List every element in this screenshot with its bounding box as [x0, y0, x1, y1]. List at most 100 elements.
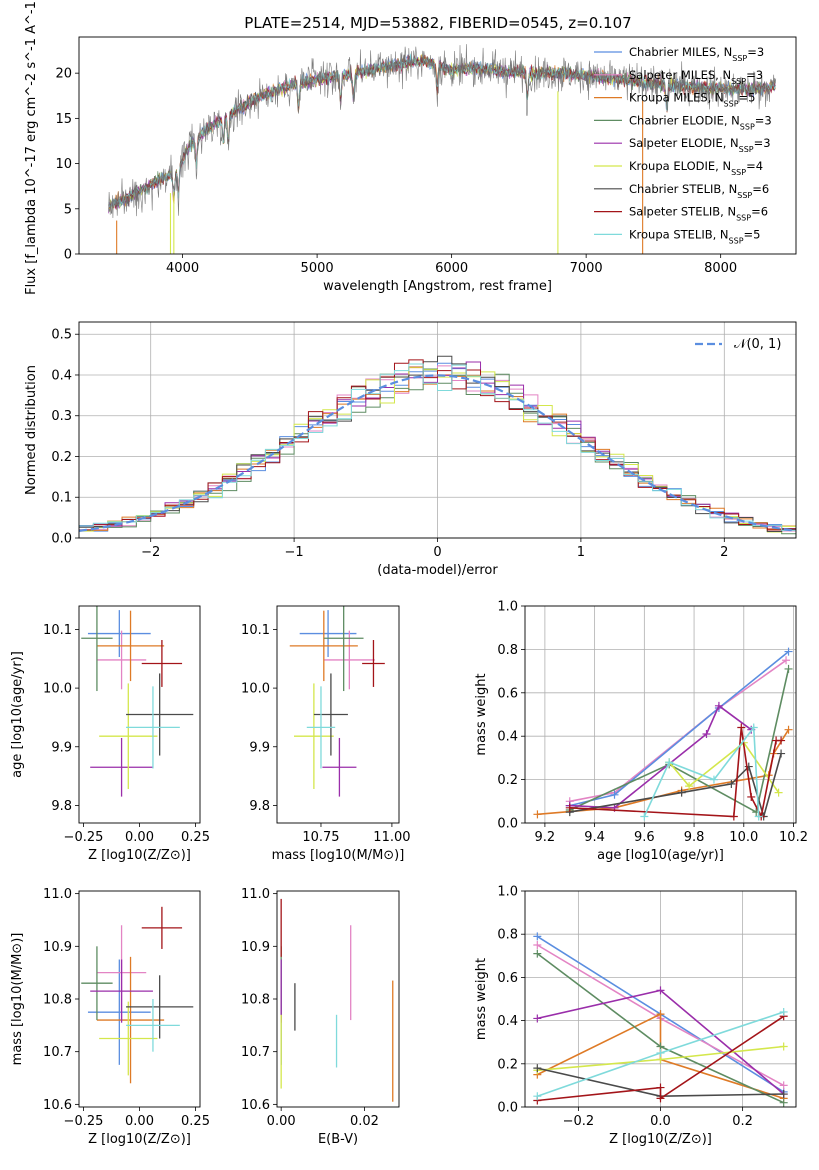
- x-axis-label: mass [log10(M/M⊙)]: [272, 848, 405, 863]
- x-tick-label: 0.00: [125, 1114, 154, 1129]
- weight-marker: [533, 1014, 542, 1023]
- y-axis-label: mass weight: [474, 673, 489, 755]
- x-tick-label: 0.0: [650, 1114, 671, 1129]
- weight-marker: [565, 803, 574, 812]
- y-tick-label: 10: [55, 157, 72, 172]
- y-tick-label: 11.0: [241, 887, 270, 902]
- y-tick-label: 9.9: [249, 740, 270, 755]
- error-bars: [81, 906, 194, 1084]
- axes-frame: [276, 605, 400, 824]
- y-tick-label: 9.8: [249, 799, 270, 814]
- axes-residual-histogram: −2 −1 0 1 2 0.0 0.1 0.2 0.3 0.4 0.5 (data-model)/er…: [24, 321, 797, 578]
- weight-line: [569, 659, 787, 803]
- legend-label: Kroupa ELODIE, NSSP=4: [629, 159, 763, 177]
- y-tick-label: 0.0: [497, 817, 518, 832]
- axes-age-vs-mass: 10.75 11.00 9.8 9.9 10.0 10.1 mass [log10(M/M⊙…: [241, 605, 411, 863]
- legend-label: Salpeter ELODIE, NSSP=3: [629, 136, 771, 154]
- x-axis-label: age [log10(age/yr)]: [597, 848, 724, 863]
- error-bars: [81, 606, 194, 797]
- observed-spectrum: [108, 44, 777, 219]
- y-axis-label: mass [log10(M/M⊙)]: [10, 933, 25, 1066]
- y-tick-label: 0.1: [51, 491, 72, 506]
- y-tick-label: 0.4: [51, 368, 72, 383]
- axes-spectrum: 4000 5000 6000 7000 8000 0 5 10 15 20 wavelength […: [24, 0, 797, 295]
- legend-value: =3: [754, 136, 771, 150]
- normal-curve: [79, 374, 796, 532]
- y-tick-label: 9.9: [51, 740, 72, 755]
- y-tick-label: 0.2: [51, 450, 72, 465]
- weight-marker: [754, 812, 763, 821]
- weight-marker: [533, 1092, 542, 1101]
- legend: Chabrier MILES, NSSP=3 Salpeter MILES, NS…: [594, 45, 772, 245]
- weight-marker: [714, 701, 723, 710]
- y-tick-label: 0.4: [497, 1014, 518, 1029]
- y-tick-label: 0.0: [497, 1101, 518, 1116]
- axes-frame: [524, 605, 797, 824]
- weight-marker: [784, 664, 793, 673]
- x-tick-label: 0.25: [181, 830, 210, 845]
- y-tick-label: 10.8: [241, 993, 270, 1008]
- x-tick-label: −2: [141, 545, 160, 560]
- y-tick-label: 10.6: [43, 1098, 72, 1113]
- weight-marker: [784, 647, 793, 656]
- x-tick-label: −0.2: [563, 1114, 595, 1129]
- weight-marker: [702, 730, 711, 739]
- weight-marker: [533, 932, 542, 941]
- x-axis-label: E(B-V): [318, 1132, 358, 1147]
- weight-marker: [533, 1064, 542, 1073]
- legend-value: =5: [739, 91, 756, 105]
- x-tick-label: 10.2: [779, 830, 808, 845]
- x-axis-label: wavelength [Angstrom, rest frame]: [323, 279, 552, 294]
- y-tick-label: 10.6: [241, 1098, 270, 1113]
- y-tick-label: 0.2: [497, 1057, 518, 1072]
- weight-marker: [779, 1090, 788, 1099]
- weight-marker: [533, 810, 542, 819]
- y-axis-label: mass weight: [474, 958, 489, 1040]
- legend-value: =3: [755, 113, 772, 127]
- weight-marker: [777, 736, 786, 745]
- y-tick-label: 10.7: [241, 1045, 270, 1060]
- legend-label: Kroupa STELIB, NSSP=5: [629, 227, 760, 245]
- weight-marker: [656, 1083, 665, 1092]
- axes-frame: [276, 890, 400, 1108]
- weight-marker: [737, 723, 746, 732]
- weight-marker: [747, 792, 756, 801]
- weight-marker: [727, 779, 736, 788]
- legend-subscript: SSP: [736, 213, 751, 222]
- y-tick-label: 0.8: [497, 643, 518, 658]
- legend-value: =3: [747, 45, 764, 59]
- weight-marker: [779, 1081, 788, 1090]
- x-tick-label: 0.2: [732, 1114, 753, 1129]
- y-tick-label: 0.3: [51, 409, 72, 424]
- weight-marker: [784, 725, 793, 734]
- y-tick-label: 0.0: [51, 532, 72, 547]
- axes-mass-weight-vs-age: 9.2 9.4 9.6 9.8 10.0 10.2 0.0 0.2 0.4 0.6 0.8 1.0 ag…: [474, 600, 808, 864]
- weight-line: [668, 741, 780, 794]
- y-tick-label: 10.1: [241, 623, 270, 638]
- x-tick-label: −0.25: [64, 1114, 104, 1129]
- weight-lines: [533, 647, 793, 821]
- legend-subscript: SSP: [731, 76, 746, 85]
- x-tick-label: 9.8: [684, 830, 705, 845]
- x-tick-label: 0: [433, 545, 441, 560]
- axes-mass-weight-vs-z: −0.2 0.0 0.2 0.0 0.2 0.4 0.6 0.8 1.0 Z [log10(Z/Z…: [474, 885, 797, 1147]
- weight-marker: [533, 941, 542, 949]
- x-tick-label: 11.00: [373, 830, 410, 845]
- y-axis-label: Normed distribution: [24, 365, 39, 495]
- x-axis-label: Z [log10(Z/Z⊙)]: [88, 848, 191, 863]
- y-tick-label: 9.8: [51, 799, 72, 814]
- y-tick-label: 15: [55, 112, 72, 127]
- axes-age-vs-z: −0.25 0.00 0.25 9.8 9.9 10.0 10.1 Z [log10(Z/Z⊙…: [10, 605, 210, 863]
- y-axis-label: age [log10(age/yr)]: [10, 651, 25, 778]
- x-tick-label: 6000: [435, 261, 468, 276]
- x-tick-label: 1: [577, 545, 585, 560]
- weight-marker: [677, 788, 686, 797]
- y-tick-label: 1.0: [497, 885, 518, 900]
- legend-label: Salpeter MILES, NSSP=3: [629, 68, 763, 86]
- legend-label: Chabrier ELODIE, NSSP=3: [629, 113, 772, 130]
- x-tick-label: 9.2: [535, 830, 556, 845]
- y-tick-label: 5: [64, 202, 72, 217]
- y-tick-label: 0: [64, 248, 72, 263]
- x-tick-label: 2: [720, 545, 728, 560]
